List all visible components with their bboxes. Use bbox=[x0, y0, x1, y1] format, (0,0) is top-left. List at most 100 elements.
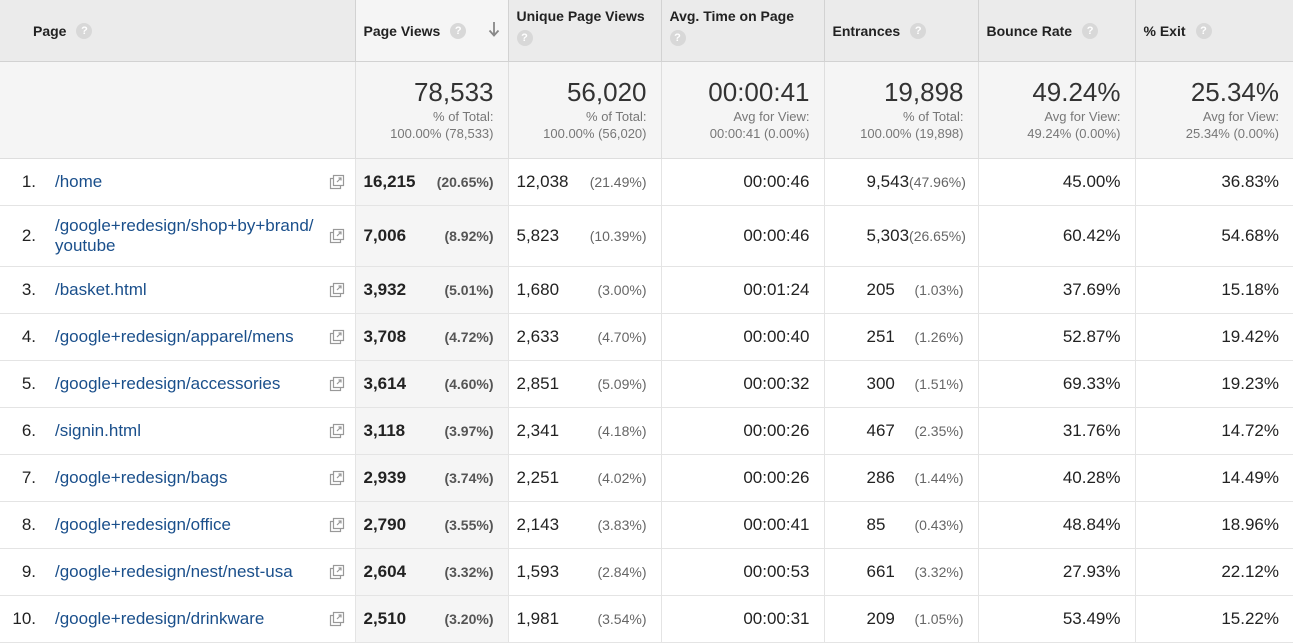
exit-cell: 14.72% bbox=[1134, 407, 1293, 455]
avg-time-cell: 00:00:32 bbox=[660, 360, 824, 408]
totals-value: 56,020 bbox=[566, 77, 647, 107]
bounce-rate-cell: 48.84% bbox=[977, 501, 1135, 549]
open-in-new-window-icon[interactable] bbox=[329, 517, 345, 533]
unique-page-views-cell: 2,341 (4.18%) bbox=[507, 407, 661, 455]
page-views-percent: (5.01%) bbox=[444, 282, 494, 298]
row-index: 3. bbox=[21, 280, 36, 299]
page-link[interactable]: /google+redesign/shop+by+brand/youtube bbox=[55, 216, 314, 255]
totals-detail: 100.00% (19,898) bbox=[860, 126, 964, 141]
bounce-rate-cell: 31.76% bbox=[977, 407, 1135, 455]
totals-label: % of Total: bbox=[586, 109, 647, 124]
page-views-cell: 7,006 (8.92%) bbox=[354, 205, 508, 267]
avg-time-value: 00:00:53 bbox=[743, 562, 810, 581]
open-in-new-window-icon[interactable] bbox=[329, 611, 345, 627]
row-index: 6. bbox=[21, 421, 36, 440]
exit-cell: 15.18% bbox=[1134, 266, 1293, 314]
unique-page-views-value: 2,633 bbox=[516, 327, 560, 346]
open-in-new-window-icon[interactable] bbox=[329, 174, 345, 190]
page-link[interactable]: /google+redesign/drinkware bbox=[55, 609, 265, 628]
open-in-new-window-icon[interactable] bbox=[329, 282, 345, 298]
row-index: 4. bbox=[21, 327, 36, 346]
bounce-rate-value: 53.49% bbox=[1062, 609, 1121, 628]
column-header-exit[interactable]: % Exit ? bbox=[1134, 0, 1293, 62]
page-views-cell: 2,939 (3.74%) bbox=[354, 454, 508, 502]
totals-label: % of Total: bbox=[903, 109, 964, 124]
totals-unique-page-views: 56,020 % of Total: 100.00% (56,020) bbox=[507, 61, 661, 159]
column-header-unique-page-views-label: Unique Page Views bbox=[516, 8, 645, 24]
open-in-new-window-icon[interactable] bbox=[329, 564, 345, 580]
row-index: 10. bbox=[12, 609, 36, 628]
help-icon[interactable]: ? bbox=[450, 22, 467, 39]
avg-time-value: 00:00:32 bbox=[743, 374, 810, 393]
page-views-percent: (3.97%) bbox=[444, 423, 494, 439]
page-views-cell: 3,708 (4.72%) bbox=[354, 313, 508, 361]
help-icon[interactable]: ? bbox=[1195, 22, 1212, 39]
unique-page-views-value: 5,823 bbox=[516, 226, 560, 245]
totals-value: 19,898 bbox=[883, 77, 964, 107]
page-link[interactable]: /google+redesign/apparel/mens bbox=[55, 327, 294, 346]
column-header-avg-time-on-page[interactable]: Avg. Time on Page ? bbox=[660, 0, 824, 62]
help-icon[interactable]: ? bbox=[669, 30, 686, 46]
unique-page-views-value: 2,341 bbox=[516, 421, 560, 440]
bounce-rate-cell: 69.33% bbox=[977, 360, 1135, 408]
totals-row: 78,533 % of Total: 100.00% (78,533) 56,0… bbox=[0, 61, 1293, 159]
page-link[interactable]: /google+redesign/accessories bbox=[55, 374, 281, 393]
page-cell: 8. /google+redesign/office bbox=[0, 501, 355, 549]
exit-value: 14.49% bbox=[1221, 468, 1279, 487]
header-row: Page ? Page Views ? Unique Page Views ? bbox=[0, 0, 1293, 62]
entrances-value: 467 bbox=[866, 421, 895, 440]
page-views-value: 2,510 bbox=[363, 609, 407, 628]
open-in-new-window-icon[interactable] bbox=[329, 423, 345, 439]
entrances-cell: 209 (1.05%) bbox=[823, 595, 978, 643]
sort-descending-arrow-icon[interactable] bbox=[488, 20, 500, 38]
page-cell: 1. /home bbox=[0, 158, 355, 206]
page-cell: 9. /google+redesign/nest/nest-usa bbox=[0, 548, 355, 596]
column-header-page-views[interactable]: Page Views ? bbox=[354, 0, 508, 62]
open-in-new-window-icon[interactable] bbox=[329, 470, 345, 486]
open-in-new-window-icon[interactable] bbox=[329, 376, 345, 392]
exit-value: 54.68% bbox=[1221, 226, 1279, 245]
entrances-value: 9,543 bbox=[866, 172, 910, 191]
page-views-cell: 2,510 (3.20%) bbox=[354, 595, 508, 643]
entrances-cell: 286 (1.44%) bbox=[823, 454, 978, 502]
exit-cell: 14.49% bbox=[1134, 454, 1293, 502]
help-icon[interactable]: ? bbox=[910, 22, 927, 39]
page-views-value: 2,604 bbox=[363, 562, 407, 581]
column-header-page[interactable]: Page ? bbox=[0, 0, 355, 62]
page-link[interactable]: /signin.html bbox=[55, 421, 141, 440]
avg-time-cell: 00:00:31 bbox=[660, 595, 824, 643]
avg-time-value: 00:00:46 bbox=[743, 172, 810, 191]
page-cell: 7. /google+redesign/bags bbox=[0, 454, 355, 502]
table-row: 3. /basket.html 3,932 (5.01%) 1,680 (3.00%) 00… bbox=[0, 266, 1293, 314]
entrances-cell: 85 (0.43%) bbox=[823, 501, 978, 549]
table-row: 4. /google+redesign/apparel/mens 3,708 (4.7… bbox=[0, 313, 1293, 361]
entrances-cell: 205 (1.03%) bbox=[823, 266, 978, 314]
exit-value: 22.12% bbox=[1221, 562, 1279, 581]
exit-cell: 19.23% bbox=[1134, 360, 1293, 408]
page-link[interactable]: /google+redesign/office bbox=[55, 515, 231, 534]
entrances-percent: (1.44%) bbox=[914, 470, 964, 486]
totals-entrances: 19,898 % of Total: 100.00% (19,898) bbox=[823, 61, 978, 159]
unique-page-views-cell: 2,633 (4.70%) bbox=[507, 313, 661, 361]
avg-time-value: 00:00:40 bbox=[743, 327, 810, 346]
totals-detail: 49.24% (0.00%) bbox=[1027, 126, 1121, 141]
page-link[interactable]: /google+redesign/bags bbox=[55, 468, 228, 487]
column-header-entrances[interactable]: Entrances ? bbox=[823, 0, 978, 62]
column-header-bounce-rate[interactable]: Bounce Rate ? bbox=[977, 0, 1135, 62]
exit-cell: 36.83% bbox=[1134, 158, 1293, 206]
open-in-new-window-icon[interactable] bbox=[329, 329, 345, 345]
bounce-rate-cell: 45.00% bbox=[977, 158, 1135, 206]
open-in-new-window-icon[interactable] bbox=[329, 228, 345, 244]
entrances-percent: (47.96%) bbox=[909, 174, 966, 190]
entrances-percent: (0.43%) bbox=[914, 517, 964, 533]
column-header-unique-page-views[interactable]: Unique Page Views ? bbox=[507, 0, 661, 62]
page-link[interactable]: /basket.html bbox=[55, 280, 147, 299]
help-icon[interactable]: ? bbox=[516, 30, 533, 46]
page-link[interactable]: /home bbox=[55, 172, 103, 191]
help-icon[interactable]: ? bbox=[1082, 22, 1099, 39]
page-link[interactable]: /google+redesign/nest/nest-usa bbox=[55, 562, 293, 581]
entrances-value: 300 bbox=[866, 374, 895, 393]
totals-detail: 25.34% (0.00%) bbox=[1185, 126, 1279, 141]
help-icon[interactable]: ? bbox=[76, 22, 93, 39]
